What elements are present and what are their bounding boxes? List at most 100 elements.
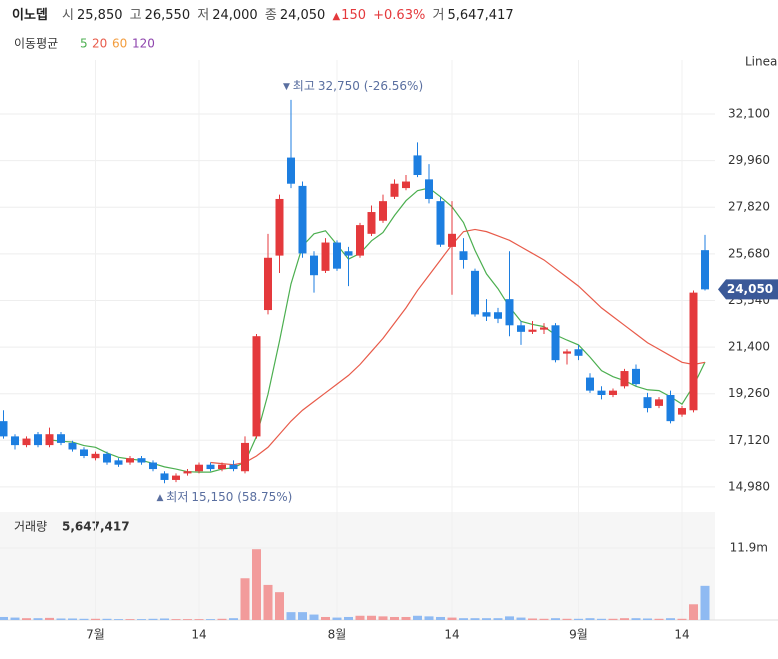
candle-body	[91, 453, 100, 459]
candle-body	[218, 464, 226, 470]
candle-body	[252, 336, 261, 437]
volume-bar	[516, 617, 526, 620]
annotation-text: 15,150 (58.75%)	[191, 490, 292, 504]
volume-bar	[344, 616, 353, 620]
open-label: 시	[62, 8, 74, 23]
candle-body	[22, 438, 31, 446]
scale-label: Linear	[745, 55, 778, 69]
stock-name: 이노뎁	[12, 8, 48, 23]
open: 25,850	[77, 8, 123, 23]
candle-body	[160, 473, 169, 480]
volume-bar	[309, 614, 319, 620]
volume-bar	[183, 619, 192, 620]
y-tick-label: 19,260	[728, 386, 770, 400]
candle-body	[34, 434, 42, 446]
legend-label: 5	[80, 37, 88, 51]
candle-body	[436, 201, 445, 245]
volume-bar	[367, 615, 376, 620]
volume-bar	[321, 616, 330, 620]
high-label: 고	[129, 8, 142, 23]
volume-bar	[332, 617, 342, 620]
y-tick-label: 14,980	[728, 479, 770, 493]
volume-bar	[355, 615, 365, 620]
candle-body	[609, 390, 617, 396]
candle-body	[264, 257, 272, 311]
candle-body	[505, 299, 514, 326]
price-tag	[718, 279, 778, 300]
volume-bar	[252, 549, 261, 620]
legend-label: 120	[132, 37, 155, 51]
candle-body	[459, 251, 468, 260]
candle-body	[390, 183, 399, 197]
candle-body	[103, 453, 111, 463]
y-tick-label: 11.9m	[730, 541, 768, 555]
volume-bar	[298, 612, 307, 620]
volume-bar	[0, 616, 8, 620]
header: 이노뎁 시 25,850 고 26,550 저 24,000 종 24,050 ▲150…	[12, 4, 517, 23]
y-tick-label: 25,680	[728, 246, 770, 260]
price-tag-label: 24,050	[727, 282, 773, 296]
candle-body	[540, 327, 548, 330]
volume-bar	[689, 604, 698, 620]
candle-body	[321, 242, 330, 271]
legend-label: 20	[92, 37, 107, 51]
candle-body	[551, 325, 560, 361]
volume-bar	[68, 618, 77, 620]
y-tick-label: 29,960	[728, 153, 770, 167]
candle-body	[586, 377, 594, 391]
candle-body	[287, 157, 295, 184]
volume-bar	[22, 618, 31, 620]
annotation: ▲ 최저 15,150 (58.75%)	[157, 490, 293, 504]
candle-body	[57, 434, 65, 443]
candle-body	[229, 464, 238, 470]
volume-bar	[470, 618, 480, 620]
x-tick-label: 14	[191, 628, 206, 642]
volume-bar	[413, 615, 422, 620]
volume-bar	[562, 618, 572, 620]
volume-bar	[585, 618, 595, 620]
volume-bar	[424, 616, 434, 620]
candle-body	[517, 325, 525, 332]
y-tick-label: 21,400	[728, 340, 770, 354]
ma-title: 이동평균	[14, 37, 58, 51]
volume-bar	[33, 618, 43, 620]
candle-body	[298, 185, 307, 254]
candle-body	[413, 155, 422, 176]
volume-bar	[160, 618, 169, 620]
candle-body	[655, 399, 663, 406]
low: 24,000	[212, 8, 258, 23]
x-tick-label: 9월	[569, 628, 588, 642]
candle-body	[448, 233, 456, 247]
volume-bar	[275, 592, 284, 620]
volume-bar	[666, 618, 675, 620]
volume-bar	[482, 618, 491, 620]
candle-body	[344, 251, 353, 256]
candle-body	[68, 442, 77, 450]
volume-title: 거래량	[14, 520, 47, 534]
annotation: ▼ 최고 32,750 (-26.56%)	[283, 78, 423, 92]
volume-bar	[539, 618, 549, 620]
candle-body	[275, 198, 284, 256]
candle-body	[425, 179, 433, 199]
volume-bar	[263, 584, 273, 620]
x-tick-label: 8월	[328, 628, 347, 642]
volume-bar	[700, 585, 710, 620]
volume-bar	[654, 618, 664, 620]
candle-body	[482, 312, 491, 317]
candle-body	[183, 471, 192, 474]
volume-bar	[217, 618, 227, 620]
volume-bar	[608, 618, 618, 620]
candle-body	[149, 462, 157, 470]
candle-body	[367, 212, 376, 234]
volume-bar	[551, 618, 560, 620]
volume-bar	[45, 617, 54, 620]
candle-body	[666, 395, 675, 422]
candle-body	[241, 442, 249, 472]
volume-bar	[493, 618, 503, 620]
candle-body	[379, 201, 387, 221]
annotation-arrow: ▼	[283, 81, 293, 91]
volume-bar	[171, 619, 181, 620]
volume-bar	[631, 618, 641, 620]
volume-bar	[459, 618, 468, 620]
